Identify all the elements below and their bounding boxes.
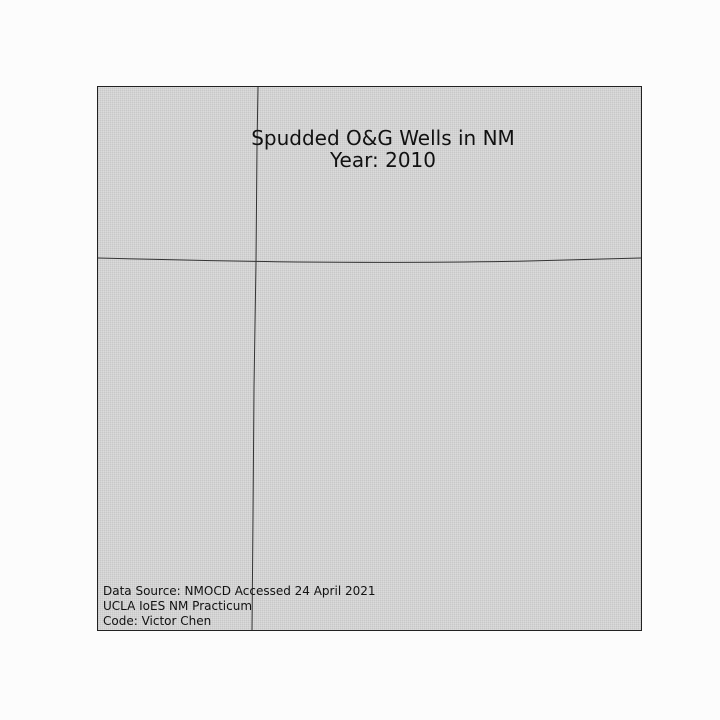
map-boundary-lines	[98, 87, 641, 630]
map-panel: Spudded O&G Wells in NM Year: 2010 Data …	[97, 86, 642, 631]
horizontal-boundary-line	[98, 257, 641, 263]
map-title: Spudded O&G Wells in NM Year: 2010	[98, 126, 641, 172]
organization-text: UCLA IoES NM Practicum	[103, 599, 253, 613]
credits-block: Data Source: NMOCD Accessed 24 April 202…	[103, 584, 376, 629]
code-author-text: Code: Victor Chen	[103, 614, 212, 628]
map-title-line-1: Spudded O&G Wells in NM	[251, 126, 515, 150]
vertical-boundary-line	[251, 87, 259, 630]
map-title-line-2: Year: 2010	[330, 148, 436, 172]
data-source-text: Data Source: NMOCD Accessed 24 April 202…	[103, 584, 376, 598]
